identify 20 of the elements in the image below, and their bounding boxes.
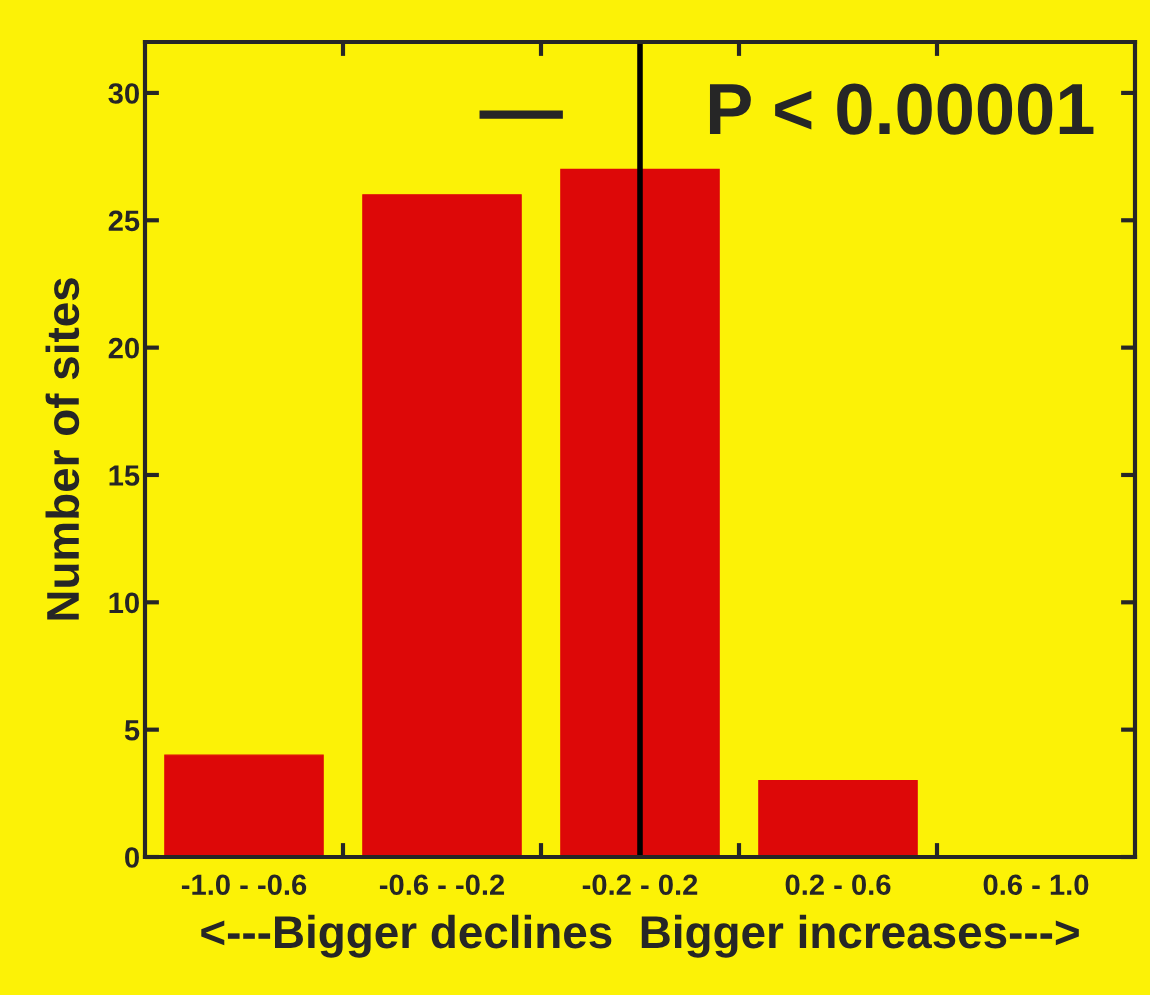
bar — [560, 168, 720, 857]
y-tick-label: 15 — [109, 465, 140, 486]
x-tick-label: -1.0 - -0.6 — [181, 874, 307, 896]
y-tick-label: 30 — [108, 83, 139, 104]
annotation: P < 0.00001 — [709, 83, 1094, 135]
x-tick-label: 0.2 - 0.6 — [785, 874, 891, 896]
x-tick-label: 0.6 - 1.0 — [983, 874, 1089, 896]
y-tick-label: 10 — [109, 592, 139, 614]
x-tick-label: -0.2 - 0.2 — [582, 874, 698, 896]
y-axis-title: Number of sites — [45, 278, 80, 620]
x-axis-title: <---Bigger declines Bigger increases---> — [201, 914, 1079, 958]
bar — [362, 194, 522, 857]
annotation: — — [479, 110, 563, 119]
y-tick-label: 0 — [125, 847, 139, 868]
y-tick-label: 20 — [108, 337, 139, 359]
x-tick-label: -0.6 - -0.2 — [379, 874, 505, 896]
y-tick-label: 25 — [108, 210, 140, 232]
bar — [164, 754, 324, 857]
bar — [758, 780, 918, 857]
y-tick-label: 5 — [124, 720, 140, 741]
